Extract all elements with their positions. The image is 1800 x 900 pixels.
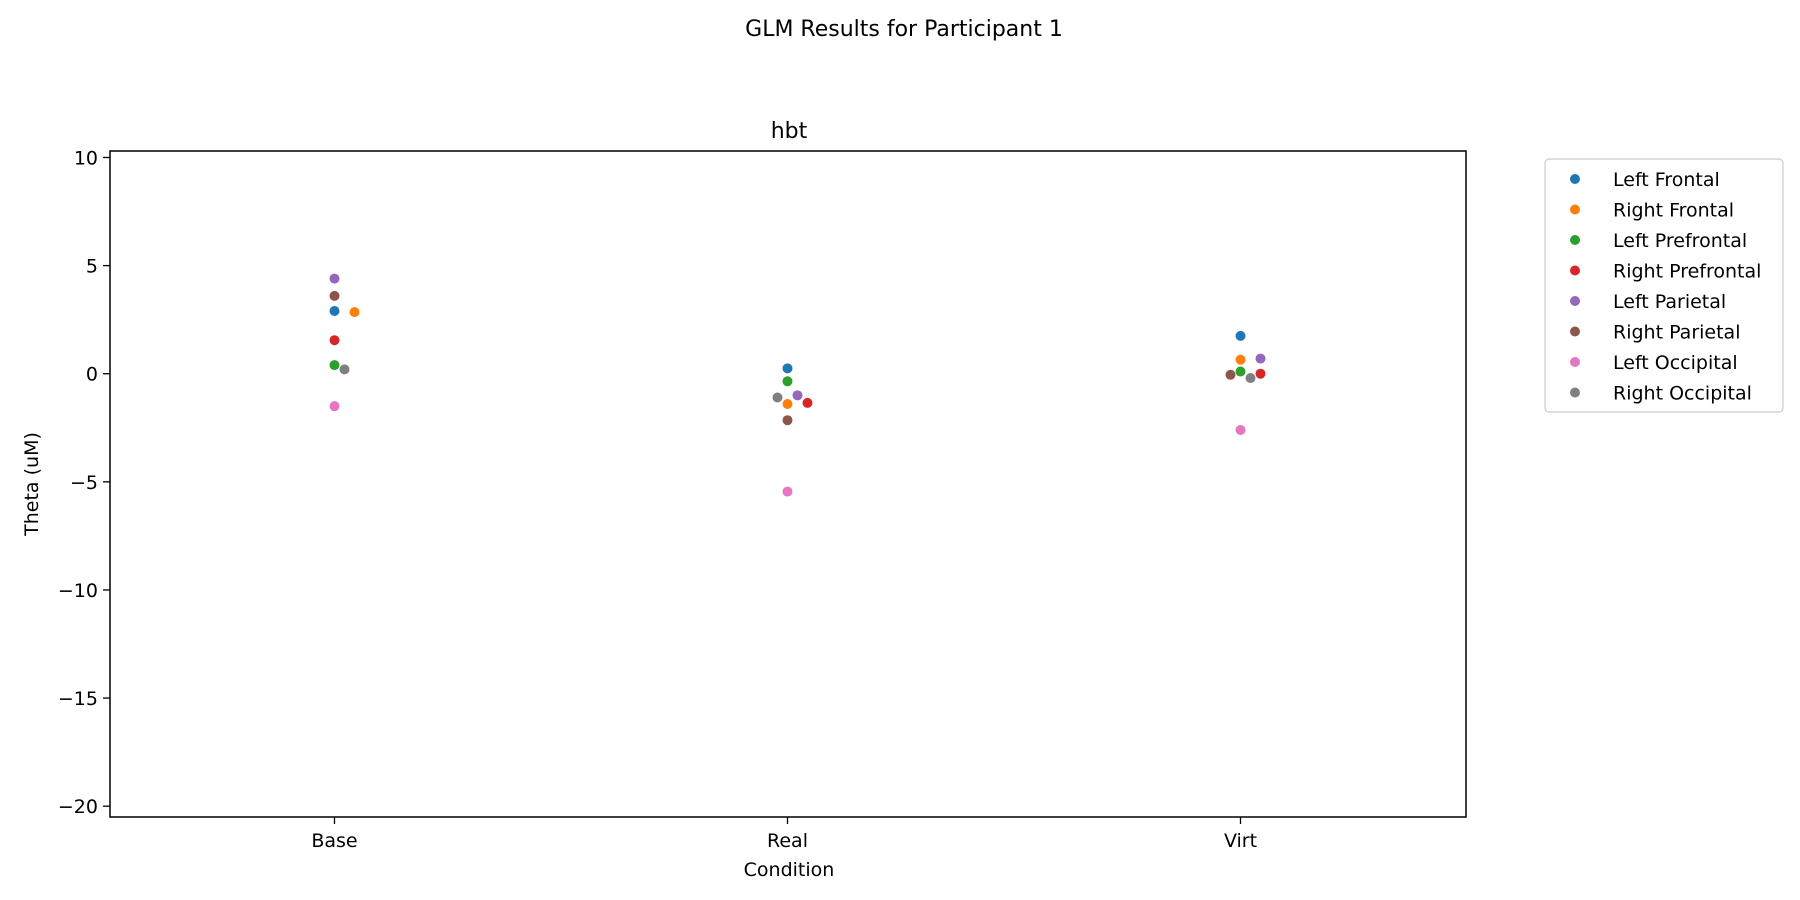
- legend-marker: [1570, 235, 1580, 245]
- data-point: [782, 363, 793, 374]
- data-point: [1235, 354, 1246, 365]
- data-point: [802, 397, 813, 408]
- y-tick-label: 10: [74, 147, 98, 169]
- data-point: [329, 290, 340, 301]
- data-point: [772, 392, 783, 403]
- data-points: [329, 273, 1266, 497]
- data-point: [1255, 353, 1266, 364]
- y-axis: 10 5 0 −5 −10 −15 −20: [58, 147, 110, 818]
- data-point: [329, 335, 340, 346]
- data-point: [329, 401, 340, 412]
- data-point: [329, 273, 340, 284]
- legend-marker: [1570, 174, 1580, 184]
- x-tick-label: Real: [767, 830, 808, 852]
- legend-marker: [1570, 357, 1580, 367]
- y-tick-label: 0: [86, 364, 98, 386]
- y-tick-label: −10: [58, 580, 98, 602]
- plot-area: [109, 150, 1467, 818]
- legend-label: Left Occipital: [1613, 352, 1738, 374]
- data-point: [1235, 366, 1246, 377]
- legend-label: Left Frontal: [1613, 169, 1720, 191]
- data-point: [1255, 368, 1266, 379]
- data-point: [329, 306, 340, 317]
- chart-title: hbt: [771, 119, 808, 144]
- data-point: [782, 415, 793, 426]
- data-point: [782, 398, 793, 409]
- data-point: [782, 376, 793, 387]
- data-point: [329, 360, 340, 371]
- y-tick-label: −20: [58, 796, 98, 818]
- legend-label: Left Parietal: [1613, 291, 1726, 313]
- data-point: [1225, 369, 1236, 380]
- y-tick-label: −5: [70, 472, 98, 494]
- legend: Left Frontal Right Frontal Left Prefrontal…: [1544, 158, 1784, 413]
- legend-label: Left Prefrontal: [1613, 230, 1747, 252]
- y-tick-label: −15: [58, 688, 98, 710]
- data-point: [792, 390, 803, 401]
- x-axis: Base Real Virt: [311, 817, 1257, 852]
- legend-label: Right Occipital: [1613, 383, 1752, 405]
- figure-suptitle: GLM Results for Participant 1: [745, 17, 1063, 42]
- legend-marker: [1570, 296, 1580, 306]
- legend-label: Right Prefrontal: [1613, 261, 1761, 283]
- legend-marker: [1570, 204, 1580, 215]
- x-tick-label: Virt: [1224, 830, 1257, 852]
- data-point: [339, 364, 350, 375]
- legend-box: [1544, 158, 1784, 413]
- x-tick-label: Base: [311, 830, 357, 852]
- legend-label: Right Frontal: [1613, 200, 1734, 222]
- legend-marker: [1570, 265, 1580, 276]
- data-point: [1235, 424, 1246, 435]
- data-point: [1235, 330, 1246, 341]
- data-point: [1245, 373, 1256, 384]
- data-point: [782, 486, 793, 497]
- legend-marker: [1570, 326, 1580, 337]
- y-axis-label: Theta (uM): [21, 432, 43, 537]
- y-tick-label: 5: [86, 256, 98, 278]
- data-point: [349, 307, 360, 318]
- legend-marker: [1570, 387, 1580, 398]
- legend-label: Right Parietal: [1613, 322, 1740, 344]
- x-axis-label: Condition: [744, 859, 835, 881]
